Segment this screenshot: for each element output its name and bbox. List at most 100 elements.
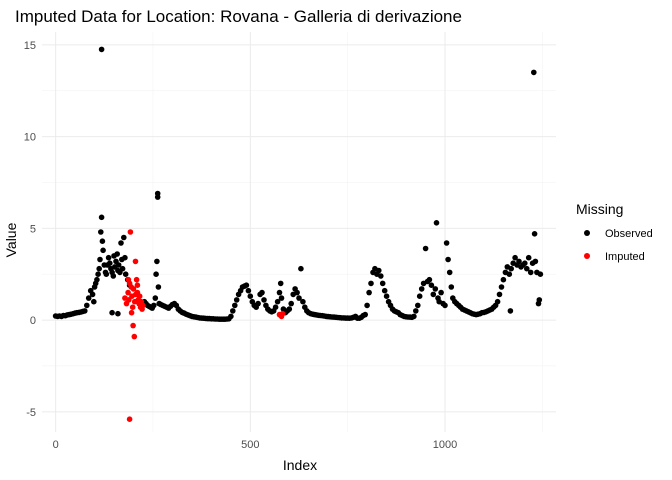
data-point bbox=[522, 260, 528, 267]
data-point bbox=[442, 302, 448, 309]
data-point bbox=[125, 289, 131, 296]
data-point bbox=[129, 304, 136, 311]
data-point bbox=[154, 258, 160, 265]
data-point bbox=[259, 289, 265, 296]
legend-observed-swatch bbox=[584, 230, 590, 236]
data-point bbox=[430, 291, 437, 298]
y-tick-label: 5 bbox=[30, 223, 36, 235]
data-point bbox=[272, 304, 279, 311]
data-point bbox=[379, 280, 386, 287]
data-point bbox=[512, 254, 518, 261]
data-point bbox=[109, 309, 115, 316]
x-axis-ticks: 0 500 1000 bbox=[53, 439, 458, 451]
data-point bbox=[131, 333, 138, 340]
data-point bbox=[134, 289, 141, 296]
data-point bbox=[506, 271, 513, 278]
data-point bbox=[97, 256, 103, 263]
data-point bbox=[445, 256, 451, 263]
data-point bbox=[89, 291, 96, 298]
legend-imputed-label: Imputed bbox=[605, 251, 645, 263]
data-point bbox=[103, 271, 110, 278]
data-point bbox=[498, 284, 505, 290]
data-point bbox=[288, 300, 295, 307]
series-imputed bbox=[122, 229, 286, 423]
data-point bbox=[277, 280, 284, 287]
data-points bbox=[52, 46, 544, 423]
data-point bbox=[98, 46, 105, 53]
data-point bbox=[296, 295, 302, 301]
data-point bbox=[245, 287, 252, 294]
data-point bbox=[438, 289, 444, 296]
data-point bbox=[126, 416, 133, 423]
series-observed bbox=[52, 46, 544, 323]
y-axis-ticks: -5 0 5 10 15 bbox=[24, 40, 36, 419]
data-point bbox=[516, 258, 522, 265]
data-point bbox=[133, 276, 140, 283]
data-point bbox=[130, 322, 136, 329]
data-point bbox=[115, 262, 122, 268]
grid-lines bbox=[42, 32, 556, 432]
y-tick-label: -5 bbox=[26, 407, 36, 419]
data-point bbox=[366, 289, 372, 296]
data-point bbox=[243, 282, 250, 289]
data-point bbox=[531, 69, 537, 76]
data-point bbox=[446, 269, 453, 276]
data-point bbox=[153, 271, 159, 278]
data-point bbox=[230, 308, 236, 314]
x-tick-label: 0 bbox=[53, 439, 59, 451]
data-point bbox=[422, 245, 429, 252]
data-point bbox=[294, 289, 300, 296]
data-point bbox=[154, 194, 161, 200]
data-point bbox=[507, 308, 514, 314]
data-point bbox=[155, 284, 162, 290]
data-point bbox=[128, 309, 135, 316]
data-point bbox=[426, 276, 433, 283]
data-point bbox=[233, 297, 240, 303]
data-point bbox=[418, 286, 425, 292]
data-point bbox=[368, 280, 374, 287]
data-point bbox=[119, 265, 126, 272]
data-point bbox=[524, 265, 530, 272]
data-point bbox=[126, 297, 132, 303]
data-point bbox=[378, 273, 384, 279]
data-point bbox=[115, 310, 121, 317]
data-point bbox=[527, 269, 534, 276]
data-point bbox=[96, 265, 102, 272]
data-point bbox=[496, 291, 503, 298]
data-point bbox=[110, 273, 117, 279]
data-point bbox=[247, 293, 254, 300]
data-point bbox=[98, 229, 104, 235]
data-point bbox=[232, 302, 238, 309]
legend-imputed-swatch bbox=[584, 253, 590, 259]
data-point bbox=[278, 295, 285, 301]
data-point bbox=[443, 240, 450, 246]
data-point bbox=[415, 302, 421, 309]
data-point bbox=[121, 234, 127, 241]
data-point bbox=[130, 286, 137, 292]
data-point bbox=[228, 313, 234, 320]
data-point bbox=[531, 231, 538, 237]
data-point bbox=[261, 297, 267, 303]
data-point bbox=[286, 306, 293, 312]
data-point bbox=[381, 287, 388, 294]
chart-title: Imputed Data for Location: Rovana - Gall… bbox=[15, 7, 462, 26]
data-point bbox=[537, 271, 544, 278]
data-point bbox=[276, 289, 283, 296]
data-point bbox=[95, 271, 101, 278]
data-point bbox=[298, 265, 304, 272]
data-point bbox=[376, 267, 382, 274]
legend-observed-label: Observed bbox=[605, 228, 653, 240]
data-point bbox=[532, 258, 539, 265]
data-point bbox=[122, 271, 129, 278]
data-point bbox=[383, 293, 390, 300]
data-point bbox=[279, 310, 286, 317]
data-point bbox=[413, 308, 419, 314]
data-point bbox=[91, 298, 97, 305]
data-point bbox=[364, 302, 370, 309]
data-point bbox=[94, 276, 100, 283]
data-point bbox=[494, 298, 501, 305]
legend: Missing Observed Imputed bbox=[576, 201, 653, 263]
data-point bbox=[432, 286, 439, 292]
data-point bbox=[525, 254, 532, 261]
